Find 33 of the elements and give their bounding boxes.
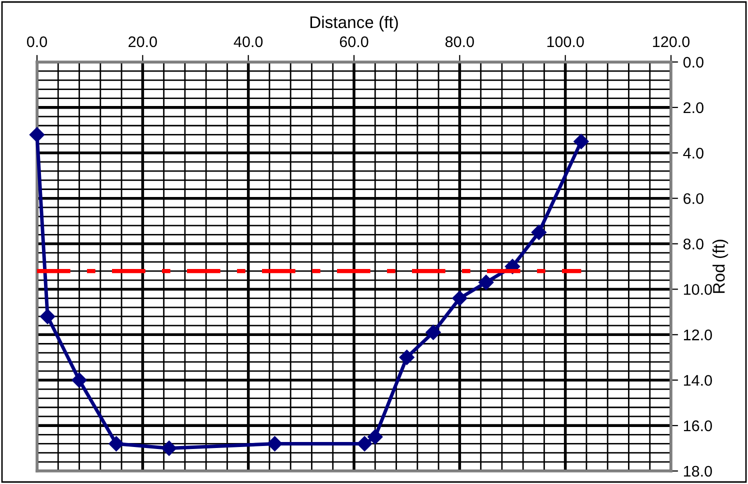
y-tick-label: 2.0 (684, 102, 704, 114)
y-tick-label: 8.0 (683, 238, 704, 250)
x-tick-label: 80.0 (445, 36, 474, 48)
x-axis-title: Distance (ft) (310, 16, 398, 32)
point (368, 429, 383, 444)
y-tick-label: 10.0 (684, 284, 712, 295)
point (72, 372, 87, 388)
x-tick-label: 120.0 (653, 36, 690, 48)
point (40, 308, 56, 324)
y-tick-label: 18.0 (684, 466, 712, 477)
y-tick-label: 14.0 (684, 374, 712, 386)
point (399, 350, 414, 365)
y-tick-label: 12.0 (684, 330, 712, 340)
x-tick-label: 20.0 (128, 36, 157, 48)
point (108, 436, 124, 452)
point (478, 274, 494, 290)
y-tick-label: 0.0 (683, 56, 704, 68)
point (162, 440, 177, 456)
x-tick-label: 40.0 (234, 36, 263, 48)
point (356, 436, 372, 452)
point (531, 224, 546, 240)
point (452, 290, 468, 306)
y-tick-label: 6.0 (684, 193, 704, 204)
y-tick-label: 16.0 (684, 420, 712, 432)
point (574, 134, 589, 150)
x-tick-label: 100.0 (547, 36, 584, 48)
y-axis-title: Rod (ft) (712, 240, 728, 293)
point (426, 324, 441, 340)
y-tick-label: 4.0 (683, 148, 704, 159)
point (267, 436, 282, 452)
x-tick-label: 0.0 (26, 36, 48, 48)
point (29, 127, 45, 142)
x-tick-label: 60.0 (340, 36, 368, 48)
